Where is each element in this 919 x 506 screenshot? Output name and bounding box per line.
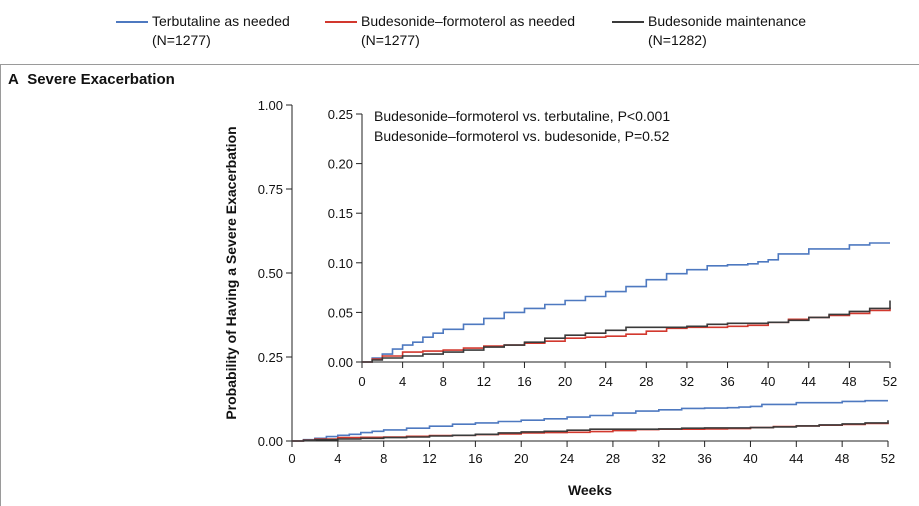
legend-label-budesonide-formoterol: Budesonide–formoterol as needed bbox=[361, 13, 576, 29]
inset-x-tick-label: 40 bbox=[761, 374, 775, 389]
main-x-tick-label: 24 bbox=[560, 451, 574, 466]
inset-x-tick-label: 8 bbox=[440, 374, 447, 389]
main-y-tick-label: 1.00 bbox=[258, 98, 283, 113]
inset-x-tick-label: 4 bbox=[399, 374, 406, 389]
legend-swatch-budesonide-formoterol bbox=[325, 21, 357, 23]
main-x-tick-label: 44 bbox=[789, 451, 803, 466]
main-y-tick-label: 0.00 bbox=[258, 434, 283, 449]
panel-left-border bbox=[0, 64, 1, 506]
inset-x-tick-label: 32 bbox=[680, 374, 694, 389]
legend-swatch-terbutaline bbox=[116, 21, 148, 23]
main-x-tick-label: 40 bbox=[743, 451, 757, 466]
legend: Terbutaline as needed (N=1277) Budesonid… bbox=[0, 0, 919, 65]
inset-x-tick-label: 20 bbox=[558, 374, 572, 389]
main-y-tick-label: 0.25 bbox=[258, 350, 283, 365]
main-series-line-0 bbox=[292, 399, 888, 442]
main-x-tick-label: 8 bbox=[380, 451, 387, 466]
main-x-tick-label: 4 bbox=[334, 451, 341, 466]
legend-swatch-budesonide-maintenance bbox=[612, 21, 644, 23]
inset-x-tick-label: 36 bbox=[720, 374, 734, 389]
inset-series-line-2 bbox=[362, 300, 891, 363]
main-x-tick-label: 12 bbox=[422, 451, 436, 466]
inset-y-tick-label: 0.10 bbox=[328, 256, 353, 271]
main-series-line-2 bbox=[292, 420, 889, 442]
inset-x-tick-label: 12 bbox=[477, 374, 491, 389]
inset-series-line-0 bbox=[362, 242, 890, 363]
inset-x-tick-label: 48 bbox=[842, 374, 856, 389]
inset-annotation: Budesonide–formoterol vs. terbutaline, P… bbox=[374, 108, 670, 124]
x-axis-label: Weeks bbox=[568, 482, 612, 498]
inset-x-tick-label: 52 bbox=[883, 374, 897, 389]
inset-x-tick-label: 0 bbox=[358, 374, 365, 389]
legend-label-terbutaline: Terbutaline as needed bbox=[152, 13, 290, 29]
inset-x-tick-label: 24 bbox=[598, 374, 612, 389]
inset-x-tick-label: 44 bbox=[802, 374, 816, 389]
main-y-tick-label: 0.75 bbox=[258, 182, 283, 197]
inset-x-tick-label: 16 bbox=[517, 374, 531, 389]
main-x-tick-label: 32 bbox=[652, 451, 666, 466]
legend-label-budesonide-maintenance: Budesonide maintenance bbox=[648, 13, 807, 29]
main-x-tick-label: 0 bbox=[288, 451, 295, 466]
panel-title: A Severe Exacerbation bbox=[8, 71, 175, 88]
y-axis-label: Probability of Having a Severe Exacerbat… bbox=[223, 126, 239, 419]
inset-y-tick-label: 0.20 bbox=[328, 157, 353, 172]
panel-letter: A bbox=[8, 71, 19, 88]
legend-n-terbutaline: (N=1277) bbox=[152, 32, 211, 48]
inset-y-tick-label: 0.15 bbox=[328, 206, 353, 221]
main-x-tick-label: 36 bbox=[697, 451, 711, 466]
inset-annotation: Budesonide–formoterol vs. budesonide, P=… bbox=[374, 128, 670, 144]
inset-y-tick-label: 0.25 bbox=[328, 107, 353, 122]
main-x-tick-label: 48 bbox=[835, 451, 849, 466]
main-y-tick-label: 0.50 bbox=[258, 266, 283, 281]
main-x-tick-label: 28 bbox=[606, 451, 620, 466]
main-x-tick-label: 16 bbox=[468, 451, 482, 466]
inset-y-tick-label: 0.05 bbox=[328, 305, 353, 320]
main-x-tick-label: 52 bbox=[881, 451, 895, 466]
panel-title-text: Severe Exacerbation bbox=[27, 71, 175, 88]
inset-y-tick-label: 0.00 bbox=[328, 355, 353, 370]
inset-x-tick-label: 28 bbox=[639, 374, 653, 389]
legend-n-budesonide-formoterol: (N=1277) bbox=[361, 32, 420, 48]
main-x-tick-label: 20 bbox=[514, 451, 528, 466]
legend-n-budesonide-maintenance: (N=1282) bbox=[648, 32, 707, 48]
